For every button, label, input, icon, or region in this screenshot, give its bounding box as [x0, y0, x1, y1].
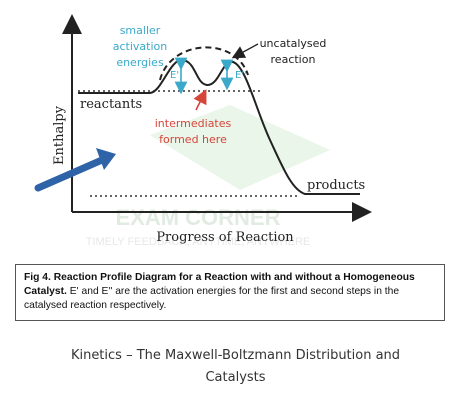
uncatalysed-curve [159, 46, 249, 81]
e-prime-label: E' [170, 70, 179, 81]
blue-arrow [34, 148, 116, 192]
watermark-tagline: TIMELY FEEDBACK, ANYTIME, ANYWHERE [86, 236, 311, 248]
page-caption-line-1: Kinetics – The Maxwell-Boltzmann Distrib… [70, 348, 401, 363]
svg-text:uncatalysed: uncatalysed [260, 37, 327, 50]
e-double-prime-label: E'' [235, 70, 247, 81]
caption-title: Fig 4. Reaction Profile Diagram for a Re… [24, 272, 415, 297]
svg-text:intermediates: intermediates [155, 117, 232, 130]
caption-body: E' and E'' are the activation energies f… [24, 286, 400, 311]
page-caption-line-2: Catalysts [205, 370, 266, 385]
svg-text:formed here: formed here [159, 133, 227, 146]
watermark-title: EXAM CORNER [115, 205, 280, 230]
page-caption: Kinetics – The Maxwell-Boltzmann Distrib… [20, 345, 451, 389]
watermark: EXAM CORNER TIMELY FEEDBACK, ANYTIME, AN… [86, 105, 330, 248]
svg-text:smaller: smaller [120, 24, 161, 37]
intermediates-annotation: intermediates formed here [155, 89, 232, 146]
products-label: products [307, 178, 365, 193]
activation-energy-markers: E' E'' [170, 57, 247, 95]
figure-caption-box: Fig 4. Reaction Profile Diagram for a Re… [15, 264, 445, 321]
reactants-label: reactants [80, 97, 142, 112]
uncatalysed-annotation: uncatalysed reaction [231, 37, 327, 66]
svg-text:reaction: reaction [271, 53, 316, 66]
reaction-profile-diagram: EXAM CORNER TIMELY FEEDBACK, ANYTIME, AN… [34, 14, 372, 248]
y-axis-label: Enthalpy [52, 105, 67, 165]
svg-text:energies: energies [116, 56, 164, 69]
svg-text:activation: activation [113, 40, 168, 53]
x-axis-label: Progress of Reaction [156, 230, 294, 245]
smaller-activation-annotation: smaller activation energies [113, 24, 168, 69]
